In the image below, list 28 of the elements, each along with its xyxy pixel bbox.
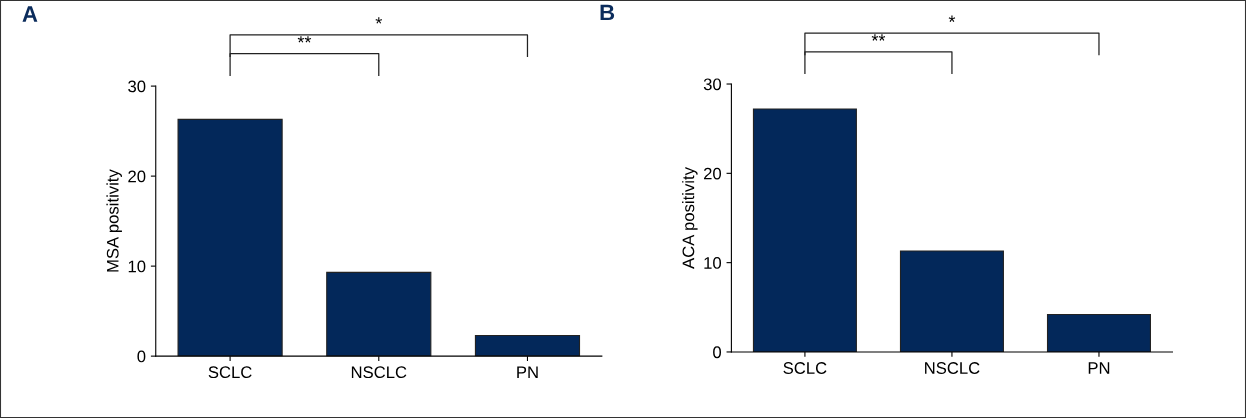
chart-title: A: [22, 6, 38, 22]
x-tick-label: PN: [1088, 362, 1110, 374]
bar: [899, 250, 1004, 352]
y-tick-label: 0: [137, 350, 146, 363]
x-tick-label: NSCLC: [351, 366, 407, 379]
chart-title: B: [600, 4, 615, 21]
bar: [474, 334, 581, 357]
text: **: [871, 34, 886, 41]
bar: [326, 271, 432, 357]
y-tick-label: 10: [704, 257, 722, 269]
x-tick-label: PN: [517, 366, 538, 378]
y-tick-label: 0: [713, 346, 722, 359]
y-tick-label: 30: [128, 80, 146, 93]
text: **: [297, 36, 312, 43]
text: *: [375, 17, 383, 24]
y-tick-label: 10: [128, 260, 146, 273]
bar: [1046, 313, 1151, 352]
y-axis-title: ACA positivity: [682, 167, 698, 269]
x-tick-label: SCLC: [208, 366, 252, 379]
bar: [177, 118, 283, 357]
y-tick-label: 20: [128, 170, 146, 183]
y-tick-label: 30: [703, 78, 722, 91]
text: *: [948, 15, 956, 22]
x-tick-label: SCLC: [783, 362, 827, 374]
y-tick-label: 20: [703, 167, 722, 180]
y-axis-title: MSA positivity: [106, 169, 122, 272]
bar: [752, 108, 857, 352]
x-tick-label: NSCLC: [925, 362, 980, 374]
